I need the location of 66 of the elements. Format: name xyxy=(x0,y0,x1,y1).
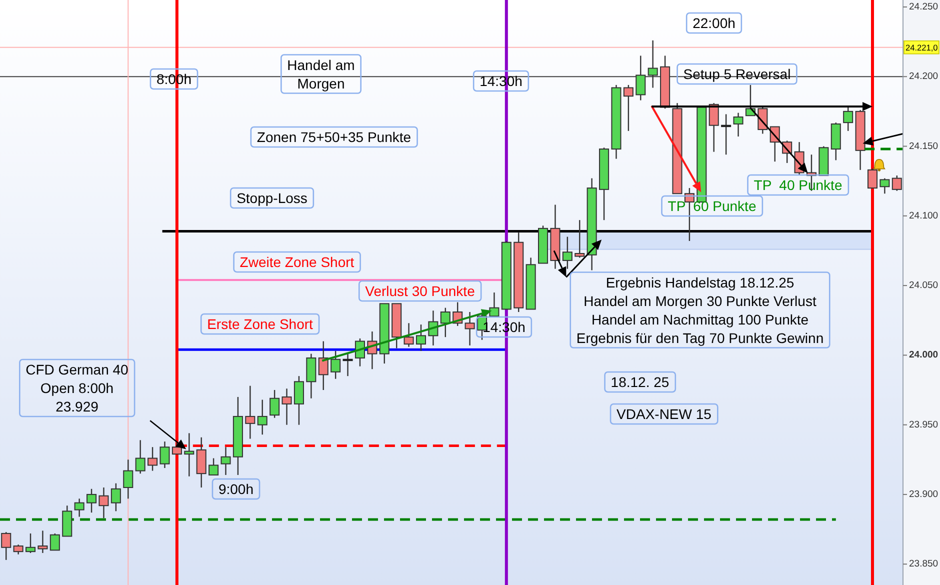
candlestick xyxy=(574,219,585,258)
candlestick xyxy=(208,458,219,476)
candlestick xyxy=(257,399,268,436)
candlestick xyxy=(721,114,732,156)
candlestick xyxy=(733,112,744,138)
candlestick xyxy=(294,375,304,426)
y-tick-label: 24.000 xyxy=(909,350,938,361)
candlestick xyxy=(318,340,328,391)
annotation: Zonen 75+50+35 Punkte xyxy=(256,129,412,145)
candlestick xyxy=(684,187,694,242)
candlestick xyxy=(880,178,890,194)
candlestick xyxy=(160,440,170,469)
candlestick xyxy=(404,322,414,348)
candlestick xyxy=(342,353,353,377)
annotation: 22:00h xyxy=(692,15,736,31)
candlestick xyxy=(50,532,60,551)
y-tick-label: 23.900 xyxy=(909,488,938,500)
candlestick xyxy=(892,174,902,192)
annotation: VDAX-NEW 15 xyxy=(616,406,712,422)
candlestick xyxy=(270,389,280,418)
candlestick xyxy=(708,102,719,152)
candlestick xyxy=(148,446,158,472)
candlestick xyxy=(843,106,854,132)
candlestick xyxy=(135,440,146,474)
annotation: Stopp-Loss xyxy=(236,190,308,206)
y-tick-label: 24.050 xyxy=(909,280,938,292)
annotation: Zweite Zone Short xyxy=(240,254,354,270)
candlestick xyxy=(172,442,182,455)
candlestick xyxy=(86,488,97,514)
candlestick xyxy=(623,84,634,132)
candlestick xyxy=(98,486,109,519)
y-tick-label: 23.950 xyxy=(909,419,938,430)
annotation: 18.12. 25 xyxy=(610,374,670,390)
candlestick xyxy=(440,307,450,338)
y-tick-label: 24.100 xyxy=(909,210,938,222)
annotation: 9:00h xyxy=(218,481,254,497)
candlestick xyxy=(758,105,768,134)
candlestick xyxy=(282,388,292,426)
y-tick-label: 23.850 xyxy=(909,558,938,570)
candlestick xyxy=(562,236,572,270)
candlestick xyxy=(184,432,194,477)
annotation: Handel am Morgen xyxy=(287,56,355,92)
y-tick-label: 24.200 xyxy=(909,71,938,82)
candlestick xyxy=(464,311,475,346)
y-tick-label: 24.250 xyxy=(909,1,938,12)
annotation: CFD German 40 Open 8:00h 23.929 xyxy=(26,362,129,414)
annotation: Erste Zone Short xyxy=(207,316,314,332)
annotation: TP 60 Punkte xyxy=(668,198,756,214)
candlestick xyxy=(416,324,426,352)
candlestick xyxy=(330,350,341,380)
candlestick xyxy=(110,482,121,512)
candlestick xyxy=(306,353,316,399)
candlestick xyxy=(13,544,24,555)
annotation: Verlust 30 Punkte xyxy=(365,283,476,299)
candlestick xyxy=(123,459,134,500)
candlestick xyxy=(220,446,231,476)
y-tick-label: 24.150 xyxy=(909,140,938,152)
candlestick xyxy=(636,55,646,101)
candlestick xyxy=(648,40,658,88)
candlestick xyxy=(489,292,500,317)
candlestick xyxy=(25,532,36,554)
candlestick xyxy=(245,385,256,440)
candlestick xyxy=(196,436,206,488)
candlestick xyxy=(74,498,84,518)
candlestick xyxy=(1,531,12,561)
candlestick xyxy=(38,530,48,554)
